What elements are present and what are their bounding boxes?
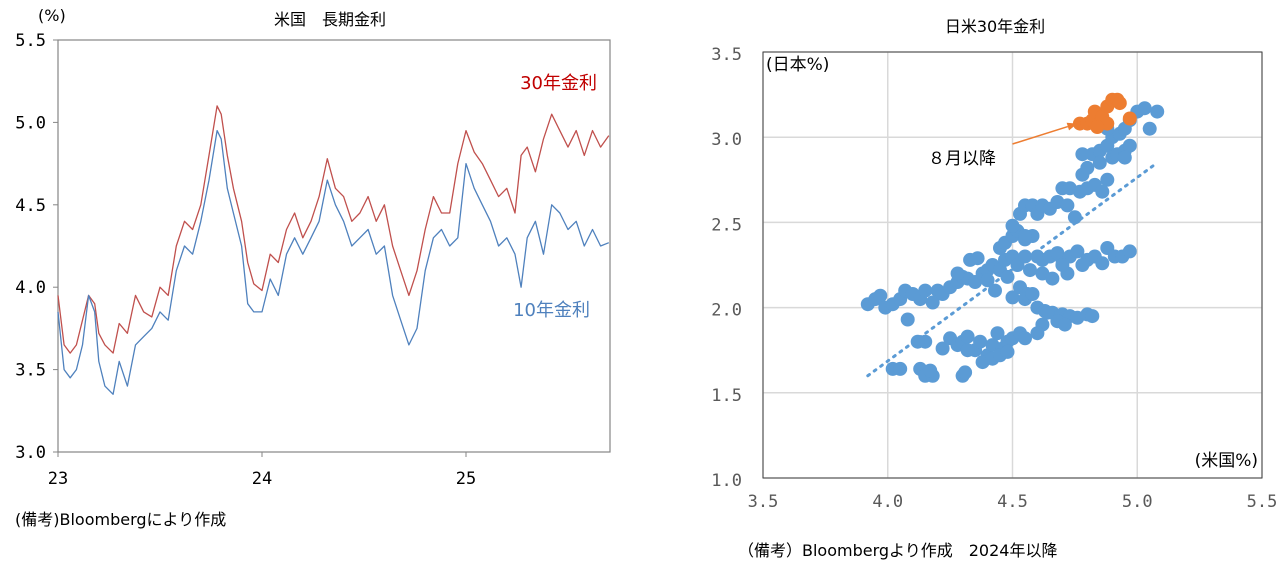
scatter-point-2024 [980, 273, 995, 288]
scatter-point-2024 [1000, 269, 1015, 284]
scatter-point-2024 [1030, 326, 1045, 341]
scatter-point-2024 [1023, 263, 1037, 278]
scatter-point-2024 [970, 251, 985, 266]
scatter-point-2024 [1000, 344, 1015, 359]
scatter-point-2024 [988, 283, 1002, 298]
scatter-point-2024 [1075, 147, 1090, 162]
scatter-point-august [1122, 111, 1137, 126]
scatter-point-2024 [918, 283, 933, 298]
scatter-point-2024 [910, 334, 925, 349]
x-tick-label: 5.0 [1122, 492, 1153, 512]
line-chart: 米国 長期金利 (%) 3.0 3.5 4.0 4.5 5.0 5.5 23 24 25 30年… [15, 6, 611, 529]
scatter-point-2024 [1080, 160, 1095, 175]
scatter-point-2024 [1005, 218, 1020, 233]
scatter-point-2024 [1057, 317, 1072, 332]
scatter-point-2024 [960, 329, 975, 344]
scatter-point-2024 [900, 312, 915, 327]
scatter-point-2024 [1137, 101, 1152, 116]
annotation-label: ８月以降 [928, 149, 996, 169]
scatter-point-2024 [1067, 210, 1082, 225]
legend-10y: 10年金利 [513, 300, 590, 321]
y-tick-label: 1.5 [711, 386, 742, 406]
scatter-point-2024 [1117, 150, 1132, 165]
y-tick-label: 5.0 [15, 113, 46, 133]
scatter-chart: 日米30年金利 3.5 4.0 4.5 5.0 5.5 1.0 1.5 2.0 2.5 3.0 3.… [711, 17, 1277, 560]
scatter-plot-area [762, 51, 1263, 479]
scatter-point-2024 [893, 361, 908, 376]
scatter-point-2024 [1122, 138, 1137, 153]
scatter-point-august [1112, 96, 1127, 111]
scatter-point-2024 [1075, 258, 1090, 272]
scatter-point-2024 [1045, 271, 1060, 286]
scatter-point-2024 [1100, 172, 1115, 187]
scatter-point-2024 [1040, 305, 1055, 320]
y-tick-label: 3.5 [711, 45, 742, 65]
trendline [866, 161, 1159, 378]
scatter-point-2024 [1060, 198, 1075, 213]
scatter-point-2024 [1025, 287, 1040, 301]
scatter-y-axis-label: (日本%) [766, 55, 829, 75]
x-tick-label: 5.5 [1247, 492, 1278, 512]
line-chart-y-unit: (%) [38, 6, 66, 25]
legend-30y: 30年金利 [520, 73, 597, 94]
x-tick-label: 3.5 [748, 492, 779, 512]
y-tick-label: 3.0 [15, 443, 46, 463]
x-tick-label: 4.5 [997, 492, 1028, 512]
scatter-point-2024 [923, 363, 938, 378]
line-chart-title: 米国 長期金利 [274, 10, 386, 29]
scatter-point-2024 [958, 365, 973, 380]
scatter-point-2024 [1122, 244, 1137, 259]
scatter-point-2024 [950, 266, 965, 281]
annotation-arrowhead [1066, 122, 1078, 131]
y-tick-label: 4.5 [15, 196, 46, 216]
scatter-point-2024 [1085, 309, 1100, 324]
y-tick-label: 1.0 [711, 471, 742, 491]
scatter-point-2024 [1018, 249, 1032, 264]
line-chart-note: (備考)Bloombergにより作成 [15, 510, 226, 529]
y-tick-label: 2.5 [711, 215, 742, 235]
y-tick-label: 3.5 [15, 361, 46, 381]
x-tick-label: 4.0 [872, 492, 903, 512]
line-chart-plot-area [57, 39, 611, 453]
scatter-point-august [1090, 120, 1105, 134]
scatter-point-2024 [1070, 244, 1085, 259]
y-tick-label: 4.0 [15, 278, 46, 298]
scatter-point-2024 [973, 334, 988, 349]
scatter-point-2024 [925, 295, 940, 310]
scatter-point-2024 [1018, 331, 1032, 346]
scatter-point-2024 [1142, 121, 1157, 136]
scatter-point-2024 [1092, 155, 1107, 170]
scatter-point-2024 [1095, 184, 1110, 199]
scatter-point-2024 [935, 341, 950, 356]
annotation-arrow [1012, 125, 1069, 145]
scatter-point-2024 [960, 343, 975, 358]
scatter-point-2024 [1150, 104, 1165, 119]
series-10y-line [57, 129, 610, 395]
y-tick-label: 2.0 [711, 301, 742, 321]
scatter-point-2024 [873, 288, 888, 303]
scatter-point-2024 [1005, 290, 1020, 305]
scatter-point-2024 [1055, 258, 1070, 272]
x-tick-label: 23 [48, 469, 68, 489]
x-tick-label: 24 [252, 469, 272, 489]
scatter-point-2024 [990, 326, 1005, 341]
series-30y-line [57, 105, 610, 354]
x-tick-label: 25 [456, 469, 476, 489]
scatter-chart-note: （備考）Bloombergより作成 2024年以降 [738, 541, 1057, 560]
scatter-point-2024 [1018, 229, 1032, 243]
y-tick-label: 5.5 [15, 31, 46, 51]
scatter-x-axis-label: (米国%) [1195, 451, 1258, 471]
scatter-point-2024 [1095, 256, 1110, 271]
scatter-chart-title: 日米30年金利 [945, 17, 1045, 36]
y-tick-label: 3.0 [711, 130, 742, 150]
